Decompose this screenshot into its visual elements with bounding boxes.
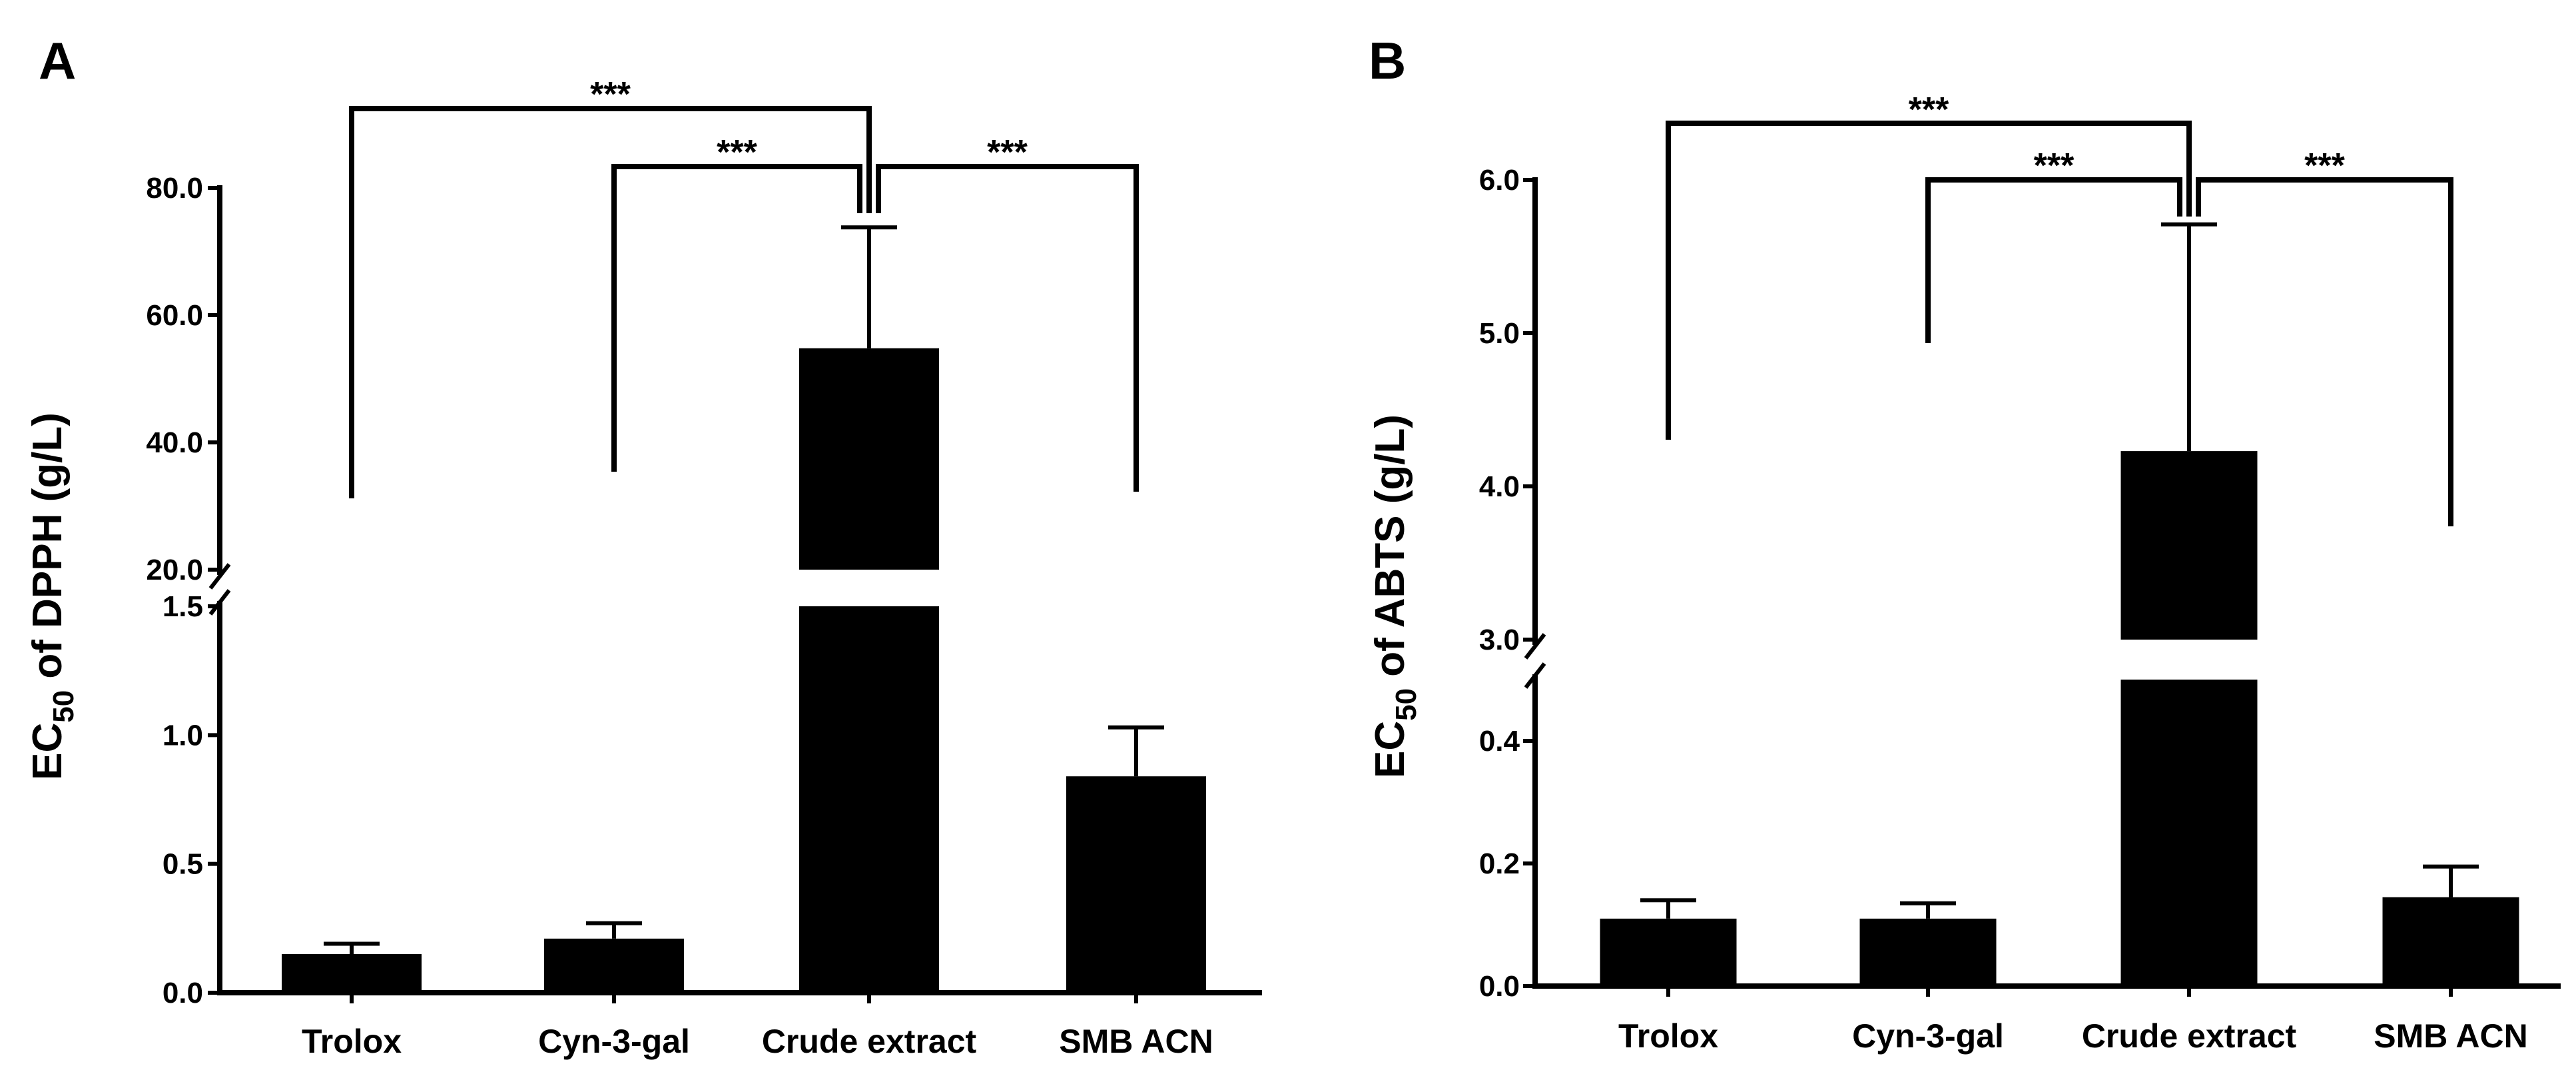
significance-bracket: ***: [1925, 147, 2182, 343]
significance-label: ***: [717, 133, 757, 172]
significance-bracket: ***: [2196, 147, 2453, 526]
bracket-line: [1925, 177, 2182, 343]
bracket-line: [349, 106, 872, 498]
bar: [544, 938, 684, 993]
bar-lower-segment: [2120, 680, 2258, 986]
bar: [1600, 918, 1737, 986]
x-tick-label: Crude extract: [762, 1023, 977, 1060]
bar-upper-segment: [799, 348, 939, 570]
y-tick-label: 3.0: [1479, 624, 1520, 656]
y-tick-label: 0.4: [1479, 725, 1520, 758]
y-tick-label: 1.0: [162, 719, 203, 752]
bar-upper-segment: [2120, 451, 2258, 640]
bracket-line: [876, 164, 1139, 492]
y-tick-label: 4.0: [1479, 470, 1520, 503]
significance-label: ***: [987, 133, 1028, 172]
y-tick-label: 60.0: [146, 299, 203, 332]
y-axis-title: EC50 of ABTS (g/L): [1367, 414, 1423, 778]
y-tick-label: 5.0: [1479, 317, 1520, 350]
y-tick-label: 6.0: [1479, 164, 1520, 197]
bracket-line: [2196, 177, 2453, 526]
significance-label: ***: [2034, 147, 2075, 185]
bracket-line: [1666, 121, 2192, 440]
x-tick-label: Trolox: [1618, 1017, 1718, 1055]
significance-label: ***: [2304, 147, 2345, 185]
significance-bracket: ***: [349, 75, 872, 498]
significance-bracket: ***: [611, 133, 862, 472]
axis-break-mark: [1524, 662, 1546, 689]
significance-bracket: ***: [1666, 91, 2192, 440]
panel-letter: A: [39, 31, 76, 90]
y-tick-label: 40.0: [146, 426, 203, 459]
y-tick-label: 0.2: [1479, 847, 1520, 880]
x-tick-label: Cyn-3-gal: [1852, 1017, 2004, 1055]
significance-label: ***: [1909, 91, 1949, 129]
y-tick-label: 0.5: [162, 848, 203, 881]
y-tick-label: 0.0: [162, 977, 203, 1009]
bar-lower-segment: [799, 606, 939, 993]
significance-bracket: ***: [876, 133, 1139, 492]
significance-label: ***: [590, 75, 631, 114]
bar: [282, 954, 422, 993]
panel-letter: B: [1369, 31, 1406, 90]
bar: [2382, 897, 2519, 986]
y-tick-label: 20.0: [146, 554, 203, 586]
x-tick-label: SMB ACN: [1059, 1023, 1213, 1060]
axis-break-mark: [1524, 633, 1546, 660]
bar: [1066, 776, 1206, 993]
y-tick-label: 80.0: [146, 172, 203, 205]
bar: [1859, 918, 1997, 986]
x-tick-label: Crude extract: [2082, 1017, 2297, 1055]
y-tick-label: 1.5: [162, 590, 203, 623]
axis-break-mark: [208, 563, 231, 590]
x-tick-label: Trolox: [302, 1023, 402, 1060]
chart-panel-b: B 0.0 0.2 0.4 3.0 4.0 5.0 6.0 EC50 of ABTS (g/L)…: [1367, 31, 2561, 1055]
bracket-line: [611, 164, 862, 472]
chart-panel-a: A 0.0 0.5 1.0 1.5 20.0 40.0 60.0 80.0 EC50 of DPP…: [25, 31, 1262, 1060]
y-axis-title: EC50 of DPPH (g/L): [25, 412, 80, 780]
y-tick-label: 0.0: [1479, 970, 1520, 1003]
x-tick-label: SMB ACN: [2374, 1017, 2527, 1055]
axis-break-mark: [208, 589, 231, 616]
x-tick-label: Cyn-3-gal: [538, 1023, 690, 1060]
